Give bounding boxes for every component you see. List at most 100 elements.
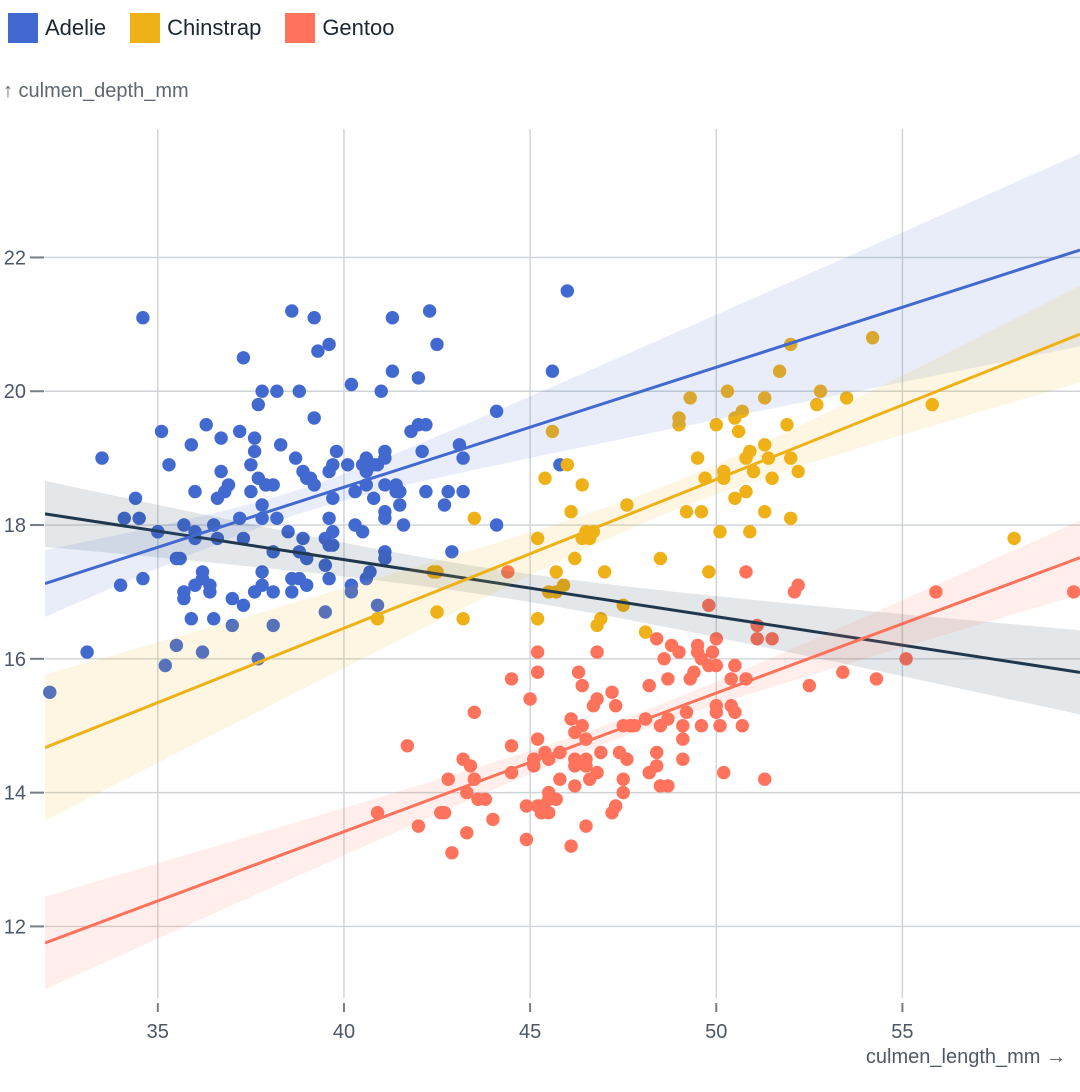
dot <box>285 585 299 599</box>
dot <box>445 846 459 860</box>
dot <box>672 411 686 425</box>
dot <box>612 745 627 760</box>
x-tick-label: 55 <box>891 1021 913 1043</box>
dots-adelie <box>43 284 574 699</box>
dot <box>705 645 720 659</box>
dot <box>136 571 150 586</box>
dot <box>225 591 239 606</box>
dot <box>560 458 574 472</box>
dot <box>519 832 534 847</box>
dot <box>530 612 545 626</box>
dot <box>690 645 705 659</box>
regression-line-gentoo <box>45 556 1080 945</box>
dot <box>136 311 150 325</box>
dot <box>247 431 262 445</box>
dot <box>378 511 392 525</box>
dot <box>259 478 273 492</box>
x-tick-label: 35 <box>147 1021 169 1043</box>
dot <box>702 598 716 612</box>
dot <box>605 806 619 820</box>
dot <box>113 578 128 592</box>
dot <box>702 565 716 579</box>
legend-swatch-chinstrap <box>130 13 161 43</box>
dot <box>441 484 455 499</box>
dot <box>225 618 239 633</box>
dot <box>244 458 258 472</box>
dot <box>571 665 586 679</box>
dot <box>195 645 210 659</box>
dot <box>266 585 280 599</box>
dot <box>590 692 604 706</box>
dot <box>839 391 854 405</box>
dot <box>579 759 593 773</box>
dot <box>530 531 545 546</box>
dot <box>758 391 772 405</box>
x-tick-label: 45 <box>519 1021 541 1043</box>
dot <box>702 658 716 673</box>
dot <box>650 745 664 760</box>
dot <box>504 739 519 753</box>
dot <box>813 384 828 398</box>
dot <box>281 525 295 539</box>
dot <box>437 498 452 512</box>
dot <box>422 304 437 318</box>
dot <box>154 424 169 439</box>
confidence-band-overall <box>45 480 1080 715</box>
dot <box>430 337 444 352</box>
dot <box>549 792 563 806</box>
dot <box>746 464 761 479</box>
dot <box>720 384 735 398</box>
dot <box>158 658 172 673</box>
dot <box>780 418 794 432</box>
dot <box>393 484 407 499</box>
dot <box>545 424 560 439</box>
x-axis-title: culmen_length_mm → <box>865 1046 1066 1068</box>
dot <box>236 351 251 365</box>
dot <box>247 444 262 459</box>
dot <box>929 585 943 599</box>
dot <box>285 304 299 318</box>
dot <box>657 652 671 666</box>
dot <box>184 438 198 452</box>
dot <box>728 705 742 719</box>
dot <box>456 484 470 499</box>
dot <box>400 739 414 753</box>
dot <box>43 685 57 699</box>
dot <box>735 719 749 733</box>
dot <box>504 672 519 686</box>
dot <box>169 638 184 653</box>
dot <box>564 505 578 519</box>
dot <box>791 464 805 479</box>
dot <box>605 685 619 699</box>
dot <box>489 404 504 418</box>
regression-line-chinstrap <box>45 332 1080 750</box>
dot <box>296 531 310 546</box>
dot <box>564 712 578 726</box>
y-tick-label: 14 <box>4 783 26 805</box>
dot <box>467 705 481 719</box>
dot <box>307 478 321 492</box>
dot <box>501 565 515 579</box>
dot <box>411 819 426 833</box>
dot <box>765 632 779 646</box>
legend-label-adelie: Adelie <box>45 15 107 40</box>
dot <box>378 478 392 492</box>
legend-item-chinstrap: Chinstrap <box>130 13 261 43</box>
dot <box>650 759 664 773</box>
dot <box>717 765 731 780</box>
dot <box>251 397 265 412</box>
dot <box>437 806 452 820</box>
y-axis-title: ↑ culmen_depth_mm <box>3 80 189 102</box>
dot <box>326 491 340 505</box>
dot <box>80 645 94 659</box>
dot <box>117 511 131 525</box>
dot <box>575 478 589 492</box>
y-axis: 12 14 16 18 20 22 <box>4 247 44 938</box>
dot <box>575 719 589 733</box>
dot <box>869 672 884 686</box>
dot <box>214 464 228 479</box>
dot <box>549 565 563 579</box>
dot <box>694 505 709 519</box>
confidence-band-chinstrap <box>45 285 1080 821</box>
dot <box>419 484 433 499</box>
